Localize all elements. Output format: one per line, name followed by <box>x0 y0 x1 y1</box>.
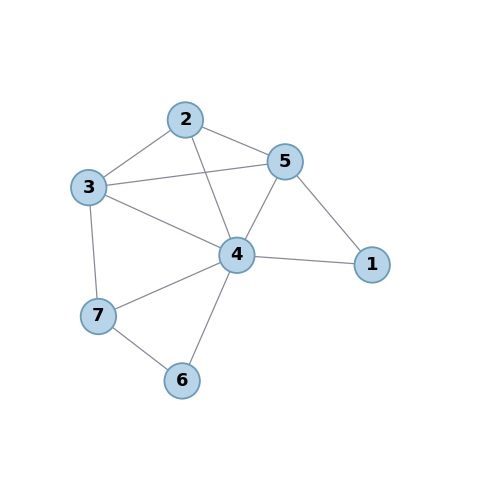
Text: 5: 5 <box>279 153 292 171</box>
Text: 6: 6 <box>176 372 188 390</box>
Text: 7: 7 <box>92 308 105 325</box>
Text: 4: 4 <box>231 246 243 264</box>
Text: 2: 2 <box>179 111 192 129</box>
Circle shape <box>219 238 255 273</box>
Text: 3: 3 <box>83 179 95 197</box>
Circle shape <box>81 299 116 334</box>
Text: 1: 1 <box>366 256 379 274</box>
Circle shape <box>164 363 200 398</box>
Circle shape <box>71 170 107 205</box>
Circle shape <box>168 102 203 138</box>
Circle shape <box>268 144 303 180</box>
Circle shape <box>355 247 390 283</box>
